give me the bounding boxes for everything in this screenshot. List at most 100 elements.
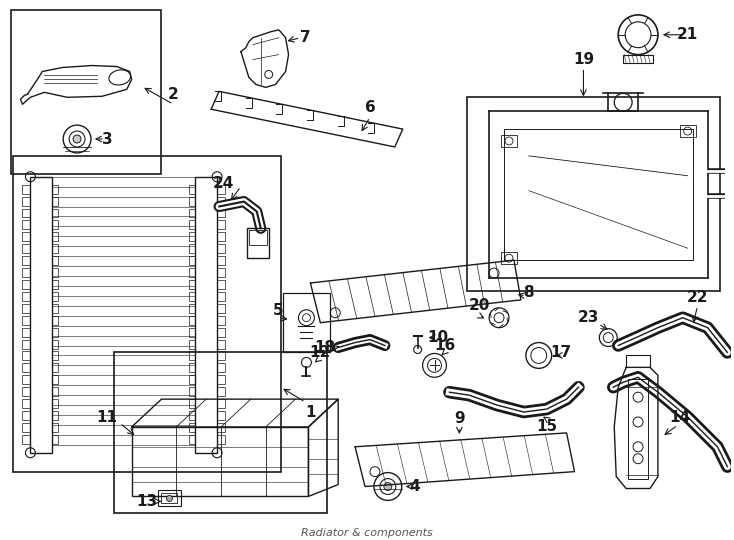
Bar xyxy=(23,399,30,408)
Bar xyxy=(217,375,225,384)
Bar xyxy=(23,304,30,313)
Bar xyxy=(52,316,58,325)
Bar xyxy=(52,208,58,218)
Bar xyxy=(52,256,58,265)
Bar xyxy=(189,220,195,230)
Bar xyxy=(217,256,225,265)
Bar xyxy=(23,197,30,206)
Text: 15: 15 xyxy=(536,420,557,435)
Bar xyxy=(189,280,195,289)
Bar xyxy=(217,280,225,289)
Bar xyxy=(217,304,225,313)
Bar xyxy=(23,280,30,289)
Bar xyxy=(52,304,58,313)
Bar xyxy=(189,232,195,241)
Bar xyxy=(52,363,58,373)
Bar xyxy=(680,125,696,137)
Bar xyxy=(23,340,30,348)
Bar xyxy=(23,363,30,373)
Bar xyxy=(23,328,30,336)
Text: 22: 22 xyxy=(687,291,708,305)
Text: 1: 1 xyxy=(305,404,316,420)
Bar xyxy=(30,177,52,453)
Text: 6: 6 xyxy=(365,100,375,114)
Bar xyxy=(217,316,225,325)
Bar xyxy=(189,435,195,444)
Bar xyxy=(217,411,225,420)
Bar xyxy=(52,244,58,253)
Text: 12: 12 xyxy=(310,345,331,360)
Bar xyxy=(623,55,653,63)
Bar xyxy=(52,328,58,336)
Text: 21: 21 xyxy=(677,27,698,42)
Bar xyxy=(189,268,195,277)
Bar xyxy=(23,268,30,277)
Bar xyxy=(23,375,30,384)
Bar xyxy=(23,423,30,432)
Bar xyxy=(52,268,58,277)
Bar xyxy=(189,197,195,206)
Bar xyxy=(23,411,30,420)
Bar xyxy=(23,256,30,265)
Bar xyxy=(283,293,330,353)
Bar xyxy=(217,268,225,277)
Bar xyxy=(189,208,195,218)
Bar xyxy=(501,252,517,264)
Text: 9: 9 xyxy=(454,411,465,427)
Bar xyxy=(52,423,58,432)
Bar xyxy=(23,208,30,218)
Bar xyxy=(52,280,58,289)
Text: 19: 19 xyxy=(573,52,594,67)
Bar xyxy=(189,387,195,396)
Text: 2: 2 xyxy=(168,87,179,102)
Bar xyxy=(52,411,58,420)
Bar xyxy=(189,256,195,265)
Bar xyxy=(217,244,225,253)
Bar xyxy=(217,387,225,396)
Text: 18: 18 xyxy=(315,340,336,355)
Bar xyxy=(23,316,30,325)
Bar xyxy=(189,244,195,253)
Bar xyxy=(217,352,225,360)
Bar xyxy=(23,435,30,444)
Bar xyxy=(161,494,178,503)
Bar xyxy=(23,352,30,360)
Bar xyxy=(158,490,181,507)
Bar xyxy=(114,353,327,514)
Bar xyxy=(52,185,58,194)
Bar xyxy=(249,231,266,245)
Text: 24: 24 xyxy=(212,176,233,191)
Bar xyxy=(189,304,195,313)
Bar xyxy=(189,316,195,325)
Bar xyxy=(247,228,269,258)
Bar xyxy=(52,197,58,206)
Bar xyxy=(52,340,58,348)
Bar xyxy=(217,292,225,301)
Bar xyxy=(217,363,225,373)
Bar xyxy=(217,208,225,218)
Bar xyxy=(189,423,195,432)
Bar xyxy=(217,340,225,348)
Text: 8: 8 xyxy=(523,286,534,300)
Bar xyxy=(217,197,225,206)
Bar xyxy=(217,328,225,336)
Text: 4: 4 xyxy=(410,479,420,494)
Bar xyxy=(195,177,217,453)
Bar xyxy=(628,379,648,478)
Bar xyxy=(52,352,58,360)
Bar xyxy=(52,232,58,241)
Bar xyxy=(217,435,225,444)
Bar xyxy=(189,375,195,384)
Bar xyxy=(23,244,30,253)
Bar xyxy=(189,328,195,336)
Bar xyxy=(131,427,308,496)
Bar xyxy=(23,292,30,301)
Text: 23: 23 xyxy=(578,310,599,325)
Text: 5: 5 xyxy=(272,303,283,318)
Bar xyxy=(52,292,58,301)
Bar xyxy=(189,292,195,301)
Bar xyxy=(468,97,721,291)
Circle shape xyxy=(167,496,172,502)
Bar xyxy=(23,220,30,230)
Text: 10: 10 xyxy=(427,330,448,345)
